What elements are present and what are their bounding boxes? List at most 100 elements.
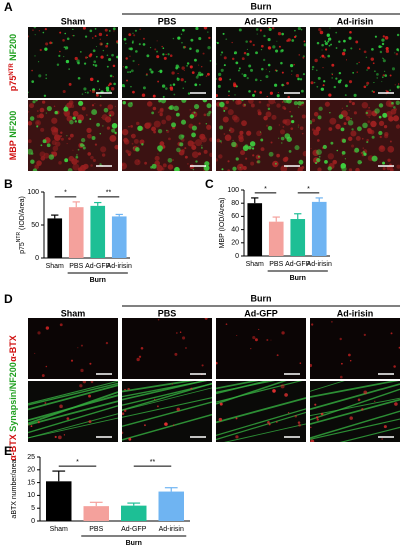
speck bbox=[161, 167, 165, 171]
speck bbox=[163, 56, 167, 60]
speck bbox=[222, 32, 225, 35]
speck bbox=[219, 140, 222, 143]
speck bbox=[128, 47, 131, 50]
speck bbox=[269, 71, 271, 73]
y-tick-label: 100 bbox=[227, 187, 239, 194]
fiber bbox=[122, 387, 212, 411]
speck bbox=[88, 420, 92, 424]
speck bbox=[159, 69, 163, 73]
speck bbox=[322, 84, 325, 87]
speck bbox=[316, 139, 320, 142]
speck bbox=[389, 140, 392, 143]
speck bbox=[125, 57, 128, 60]
speck bbox=[248, 64, 252, 68]
speck bbox=[379, 50, 383, 54]
speck bbox=[38, 113, 44, 119]
significance-label: * bbox=[64, 190, 67, 197]
speck bbox=[138, 63, 140, 66]
fiber bbox=[122, 382, 212, 411]
speck bbox=[122, 83, 125, 88]
speck bbox=[263, 115, 268, 121]
speck bbox=[53, 105, 56, 107]
speck bbox=[133, 34, 136, 37]
speck bbox=[257, 111, 262, 116]
speck bbox=[37, 421, 40, 424]
speck bbox=[187, 163, 189, 165]
speck bbox=[366, 138, 369, 142]
speck bbox=[106, 42, 109, 45]
speck bbox=[175, 112, 180, 117]
speck bbox=[327, 166, 332, 171]
speck bbox=[133, 138, 139, 144]
speck bbox=[349, 30, 352, 34]
bar bbox=[290, 219, 306, 256]
error-bar bbox=[115, 213, 123, 217]
speck bbox=[70, 359, 74, 362]
error-bar bbox=[72, 201, 80, 208]
speck bbox=[324, 40, 327, 43]
speck bbox=[165, 115, 172, 121]
x-tick-label: PBS bbox=[69, 263, 83, 270]
speck bbox=[310, 120, 313, 125]
speck bbox=[303, 40, 306, 43]
specks bbox=[216, 100, 306, 171]
speck bbox=[41, 374, 45, 377]
specks bbox=[122, 100, 212, 171]
micrograph bbox=[310, 27, 400, 98]
speck bbox=[96, 122, 100, 127]
speck bbox=[347, 119, 354, 126]
speck bbox=[157, 80, 160, 83]
speck bbox=[216, 78, 218, 80]
speck bbox=[313, 81, 316, 84]
fiber bbox=[122, 381, 207, 401]
speck bbox=[41, 100, 46, 104]
speck bbox=[131, 142, 134, 145]
speck bbox=[355, 40, 359, 44]
speck bbox=[259, 131, 262, 133]
y-label-sup: NTR bbox=[16, 232, 22, 243]
marker-label: α-BTX bbox=[8, 335, 18, 362]
speck bbox=[389, 168, 394, 171]
speck bbox=[162, 95, 165, 98]
image-background bbox=[28, 27, 118, 98]
speck bbox=[311, 65, 315, 69]
speck bbox=[331, 77, 334, 79]
speck bbox=[314, 403, 317, 406]
speck bbox=[197, 152, 202, 156]
speck bbox=[274, 102, 276, 104]
speck bbox=[91, 89, 96, 94]
speck bbox=[289, 63, 294, 68]
speck bbox=[114, 144, 118, 150]
speck bbox=[156, 50, 159, 53]
speck bbox=[138, 355, 142, 358]
speck bbox=[340, 163, 347, 169]
y-tick-label: 0 bbox=[35, 255, 39, 262]
speck bbox=[278, 124, 280, 126]
speck bbox=[44, 402, 47, 405]
speck bbox=[111, 128, 116, 133]
speck bbox=[79, 384, 83, 388]
speck bbox=[265, 68, 267, 70]
speck bbox=[177, 72, 179, 75]
speck bbox=[189, 114, 195, 119]
y-label: MBP (IOD/Area) bbox=[219, 198, 226, 249]
speck bbox=[229, 78, 232, 81]
speck bbox=[330, 141, 334, 145]
speck bbox=[384, 74, 388, 77]
speck bbox=[170, 128, 172, 130]
speck bbox=[236, 334, 238, 336]
speck bbox=[159, 107, 164, 112]
speck bbox=[291, 70, 293, 72]
speck bbox=[325, 48, 328, 51]
speck bbox=[68, 82, 72, 86]
speck bbox=[172, 83, 176, 86]
speck bbox=[351, 128, 354, 131]
speck bbox=[123, 37, 127, 41]
column-header: Ad-GFP bbox=[244, 308, 278, 318]
speck bbox=[357, 159, 362, 165]
speck bbox=[263, 34, 266, 38]
speck bbox=[374, 70, 376, 73]
speck bbox=[57, 435, 62, 440]
speck bbox=[122, 431, 124, 434]
specks bbox=[216, 323, 302, 365]
